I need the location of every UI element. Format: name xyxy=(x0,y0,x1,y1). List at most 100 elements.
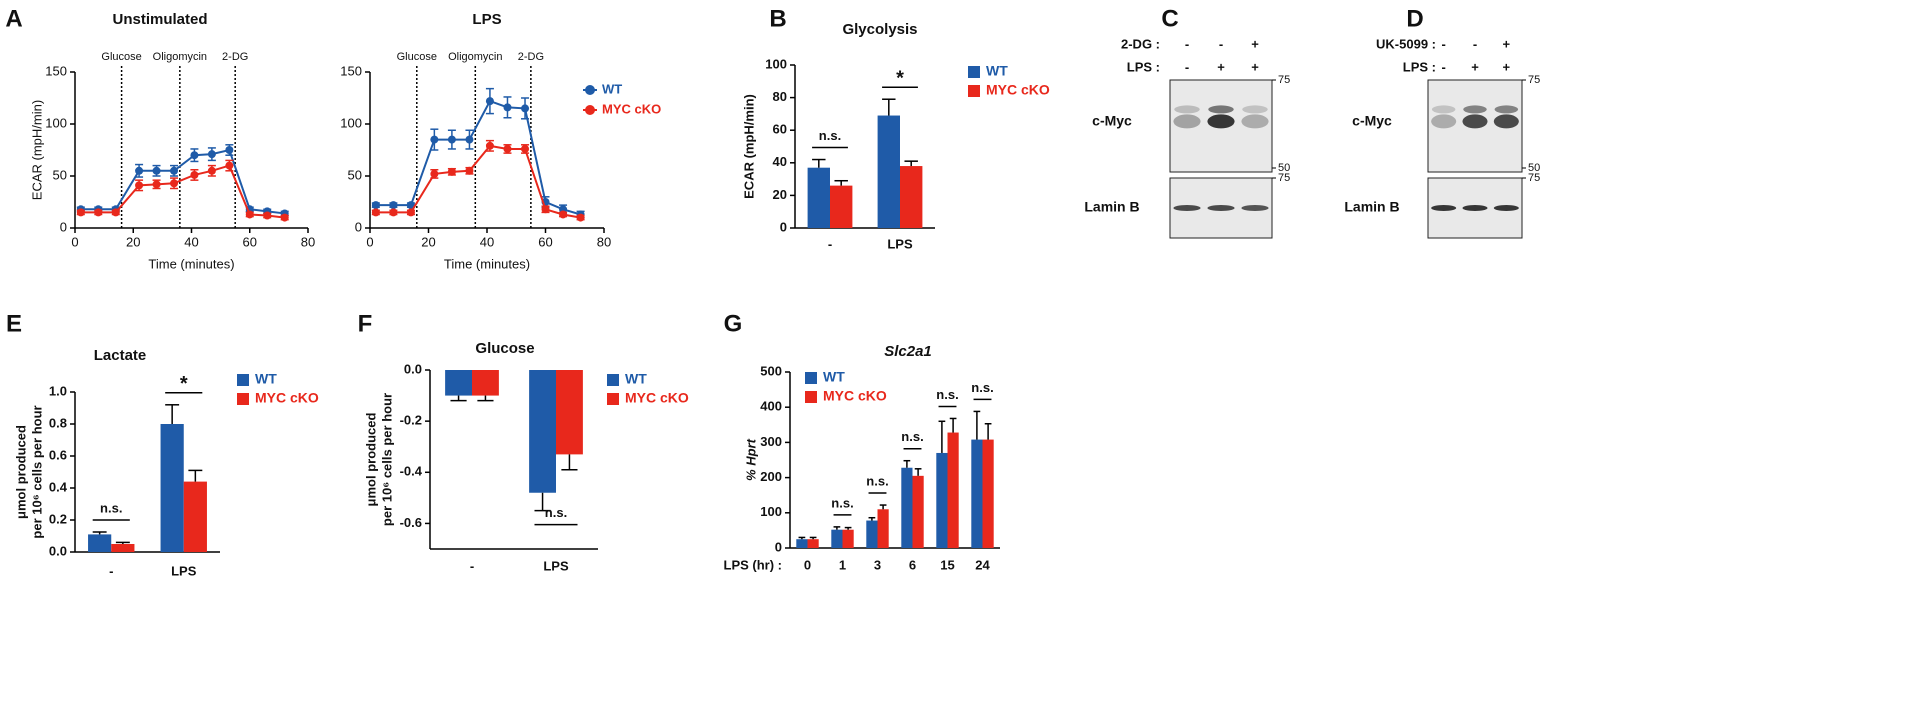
data-point xyxy=(135,166,144,175)
data-point xyxy=(503,144,512,153)
legend-label: WT xyxy=(602,81,622,96)
data-point xyxy=(576,213,585,222)
band xyxy=(1241,114,1269,129)
significance-label: * xyxy=(896,68,904,90)
data-point xyxy=(503,103,512,112)
band xyxy=(1431,105,1456,114)
data-point xyxy=(152,180,161,189)
data-point xyxy=(371,208,380,217)
event-label: 2-DG xyxy=(222,51,248,63)
y-tick-label: 500 xyxy=(760,363,782,378)
y-tick-label: 0.8 xyxy=(49,415,67,430)
lane-mark: + xyxy=(1251,36,1259,51)
panel-label: C xyxy=(1161,5,1178,32)
band xyxy=(1241,205,1269,211)
row-label: UK-5099 : xyxy=(1376,36,1436,51)
y-tick-label: 0.2 xyxy=(49,511,67,526)
bar xyxy=(183,481,207,552)
y-tick-label: -0.6 xyxy=(400,515,422,530)
y-tick-label: 0 xyxy=(60,219,67,234)
significance-label: n.s. xyxy=(901,429,923,444)
y-tick-label: 50 xyxy=(53,167,67,182)
y-tick-label: 400 xyxy=(760,399,782,414)
data-point xyxy=(389,201,398,210)
y-axis-label: μmol produced xyxy=(13,425,28,519)
bar xyxy=(982,439,994,548)
band xyxy=(1493,205,1519,211)
event-label: Glucose xyxy=(397,51,437,63)
band xyxy=(1173,205,1201,211)
bar xyxy=(971,439,983,548)
x-tick-label: 40 xyxy=(480,234,494,249)
legend-label: MYC cKO xyxy=(602,101,661,116)
data-point xyxy=(170,166,179,175)
lane-mark: - xyxy=(1473,36,1477,51)
legend-label: MYC cKO xyxy=(986,82,1050,98)
y-tick-label: 100 xyxy=(340,115,362,130)
bar xyxy=(842,529,854,548)
size-marker: 75 xyxy=(1278,74,1290,86)
data-point xyxy=(225,146,234,154)
bar xyxy=(830,185,853,228)
bar xyxy=(807,167,830,228)
panel-label: B xyxy=(769,5,786,32)
chart-title: Slc2a1 xyxy=(884,343,932,360)
x-tick-label: 1 xyxy=(839,557,846,572)
data-point xyxy=(521,144,530,153)
lane-mark: - xyxy=(1441,36,1445,51)
data-point xyxy=(430,169,439,178)
data-point xyxy=(207,150,216,159)
row-label: LPS : xyxy=(1127,59,1160,74)
band xyxy=(1462,205,1488,211)
y-axis-label: per 10⁶ cells per hour xyxy=(379,393,394,526)
band-label: Lamin B xyxy=(1084,199,1139,215)
band xyxy=(1431,205,1457,211)
x-tick-label: 20 xyxy=(421,234,435,249)
lane-mark: + xyxy=(1471,59,1479,74)
data-point xyxy=(485,97,494,106)
row-label: 2-DG : xyxy=(1121,36,1160,51)
band xyxy=(1207,114,1235,129)
data-point xyxy=(263,211,272,220)
bar xyxy=(529,370,556,493)
lane-mark: - xyxy=(1219,36,1223,51)
band xyxy=(1174,105,1200,114)
legend-swatch xyxy=(607,374,619,386)
size-marker: 75 xyxy=(1278,172,1290,184)
x-tick-label: 0 xyxy=(366,234,373,249)
y-tick-label: 100 xyxy=(765,56,787,71)
x-tick-label: 60 xyxy=(538,234,552,249)
band xyxy=(1242,105,1268,114)
x-tick-label: LPS xyxy=(887,236,913,251)
data-point xyxy=(389,208,398,217)
data-point xyxy=(190,151,199,160)
x-axis-label: Time (minutes) xyxy=(148,256,234,271)
data-point xyxy=(225,161,234,170)
y-tick-label: 200 xyxy=(760,469,782,484)
x-tick-label: 80 xyxy=(597,234,611,249)
legend-swatch xyxy=(805,372,817,384)
legend-label: WT xyxy=(823,369,845,385)
chart-title: Unstimulated xyxy=(112,11,207,28)
y-tick-label: 50 xyxy=(348,167,362,182)
data-point xyxy=(371,201,380,210)
significance-label: n.s. xyxy=(819,128,841,143)
data-point xyxy=(447,135,456,144)
y-axis-label: ECAR (mpH/min) xyxy=(741,94,756,199)
x-tick-label: - xyxy=(470,558,474,573)
x-tick-label: 80 xyxy=(301,234,315,249)
x-tick-label: 24 xyxy=(975,557,990,572)
y-tick-label: 0.4 xyxy=(49,479,68,494)
legend-label: MYC cKO xyxy=(255,390,319,406)
data-point xyxy=(170,179,179,188)
legend-label: WT xyxy=(986,63,1008,79)
chart-title: Glucose xyxy=(475,340,534,357)
band xyxy=(1493,114,1519,129)
data-point xyxy=(541,205,550,214)
y-axis-label: % Hprt xyxy=(743,438,758,481)
x-tick-label: 0 xyxy=(71,234,78,249)
data-point xyxy=(111,208,120,217)
lane-mark: + xyxy=(1503,59,1511,74)
significance-label: n.s. xyxy=(971,380,993,395)
